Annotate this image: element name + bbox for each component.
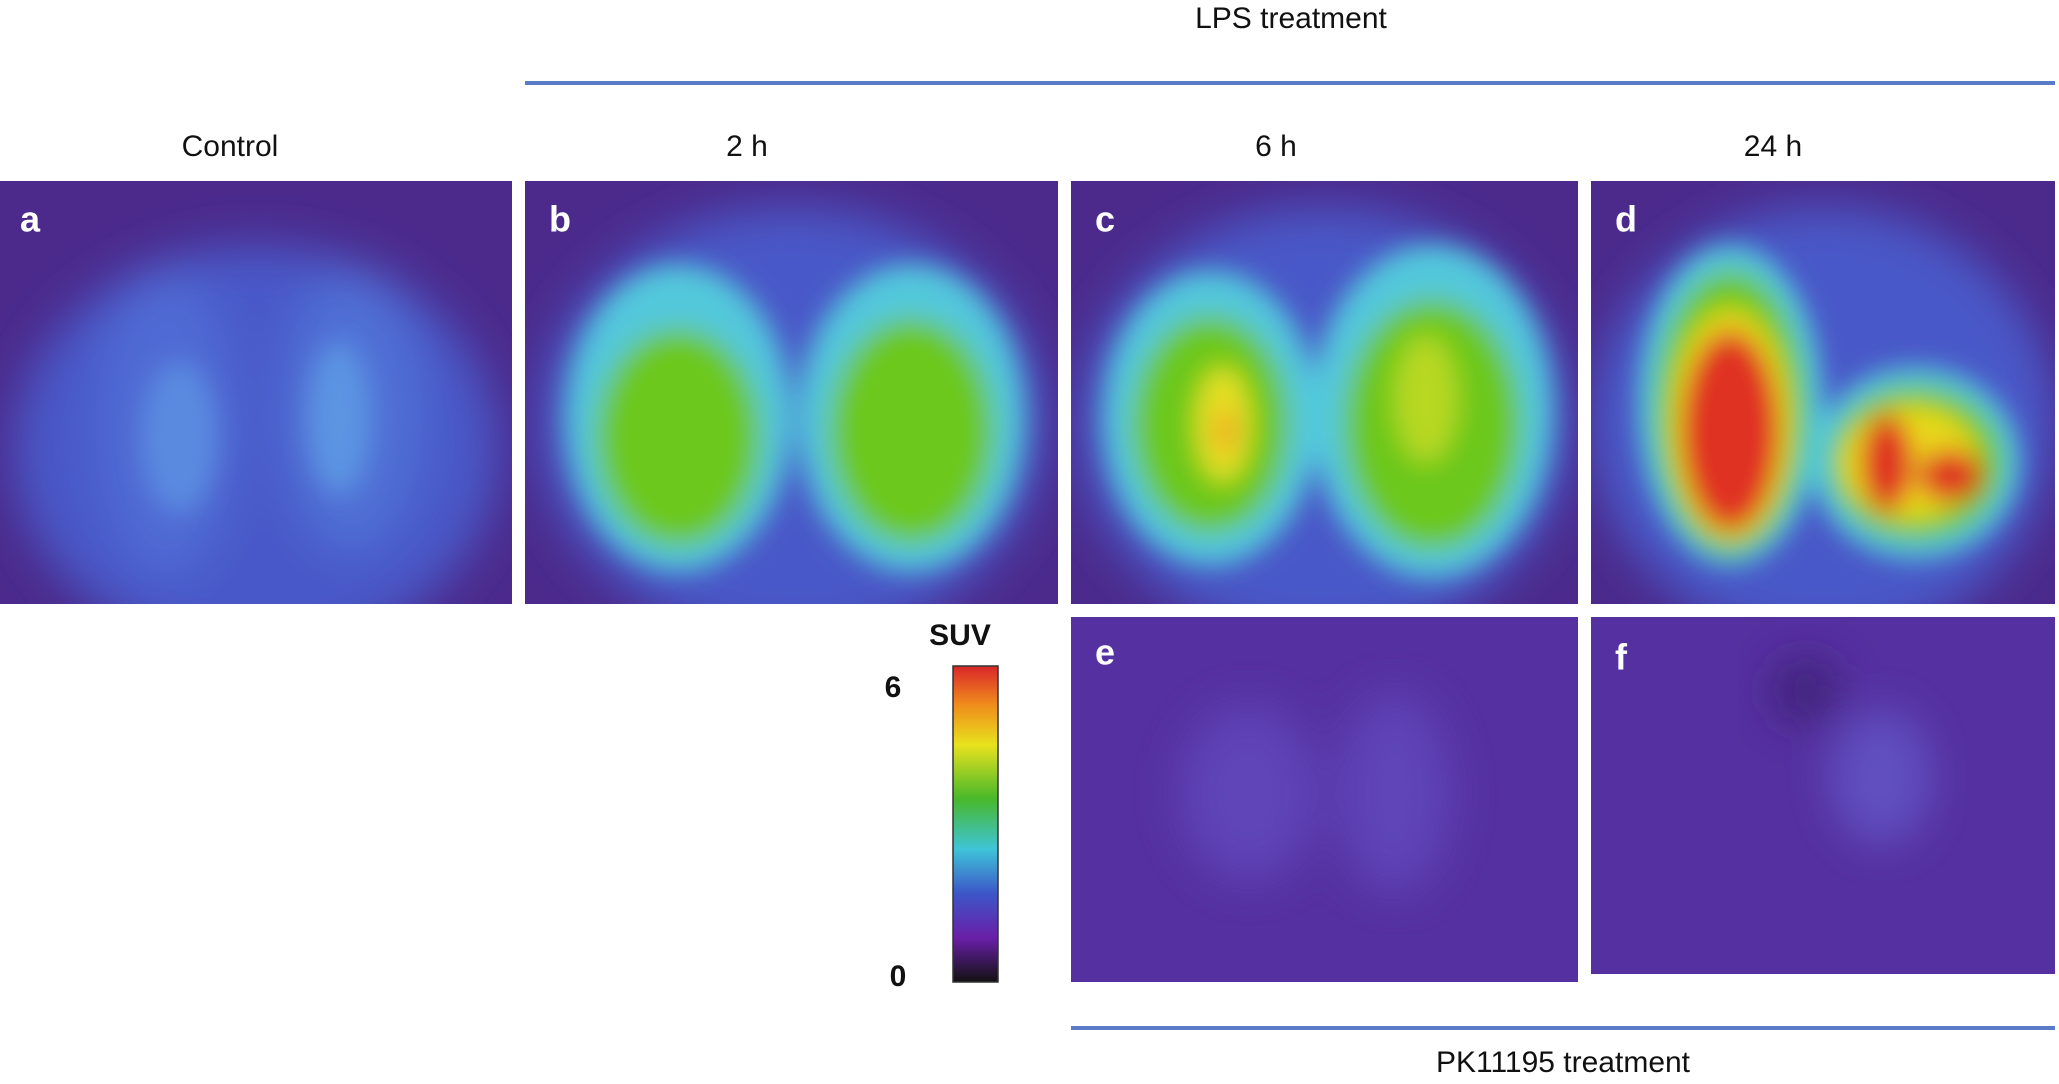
panel-letter: e: [1095, 632, 1115, 673]
panel-letter: a: [20, 199, 41, 240]
column-header: 2 h: [726, 130, 768, 163]
colorbar-max: 6: [885, 671, 902, 704]
panel-image: [1071, 617, 1578, 982]
panel-image: [1591, 181, 2055, 604]
header-title: LPS treatment: [1195, 2, 1387, 35]
column-header: Control: [182, 130, 279, 163]
panel-letter: f: [1615, 637, 1628, 678]
panel-letter: b: [549, 199, 571, 240]
footer-title: PK11195 treatment: [1436, 1046, 1691, 1079]
panel-image: [525, 181, 1058, 604]
colorbar-min: 0: [890, 960, 907, 993]
panel-image: [1071, 181, 1578, 604]
column-header: 24 h: [1744, 130, 1802, 163]
panel-image: [0, 181, 512, 604]
colorbar: [952, 665, 999, 983]
panel-letter: d: [1615, 199, 1637, 240]
panel-image: [1591, 617, 2055, 974]
column-header: 6 h: [1255, 130, 1297, 163]
panel-letter: c: [1095, 199, 1115, 240]
colorbar-label: SUV: [929, 619, 991, 652]
